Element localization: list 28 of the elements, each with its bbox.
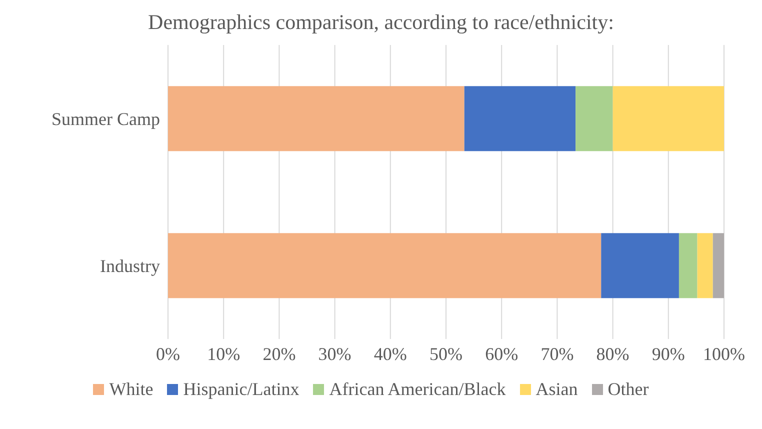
x-tick-label: 90% bbox=[652, 344, 685, 364]
x-tick-label: 80% bbox=[596, 344, 630, 364]
bar bbox=[168, 233, 602, 298]
legend-label: Hispanic/Latinx bbox=[182, 379, 300, 400]
y-tick-label: Summer Camp bbox=[52, 108, 160, 129]
bar bbox=[464, 86, 576, 152]
x-tick-label: 50% bbox=[430, 344, 462, 364]
chart-title: Demographics comparison, according to race/ethnicity: bbox=[147, 10, 615, 35]
x-tick-label: 10% bbox=[207, 344, 240, 364]
x-tick-label: 70% bbox=[540, 344, 574, 364]
legend-label: Asian bbox=[534, 379, 578, 400]
y-tick-label: Industry bbox=[100, 256, 160, 276]
bar bbox=[168, 86, 464, 152]
bar bbox=[576, 86, 613, 152]
x-tick-label: 40% bbox=[374, 344, 407, 364]
bar bbox=[712, 233, 724, 298]
x-tick-label: 0% bbox=[156, 344, 180, 364]
legend-label: African American/Black bbox=[328, 379, 506, 400]
bar bbox=[601, 233, 679, 298]
x-tick-label: 30% bbox=[318, 344, 352, 364]
bar bbox=[697, 233, 713, 298]
legend-label: White bbox=[108, 379, 154, 400]
bar bbox=[678, 233, 698, 298]
x-tick-label: 100% bbox=[703, 344, 745, 364]
legend-label: Other bbox=[606, 379, 649, 400]
x-tick-label: 20% bbox=[262, 344, 296, 364]
bar bbox=[612, 86, 724, 152]
x-tick-label: 60% bbox=[485, 344, 518, 364]
